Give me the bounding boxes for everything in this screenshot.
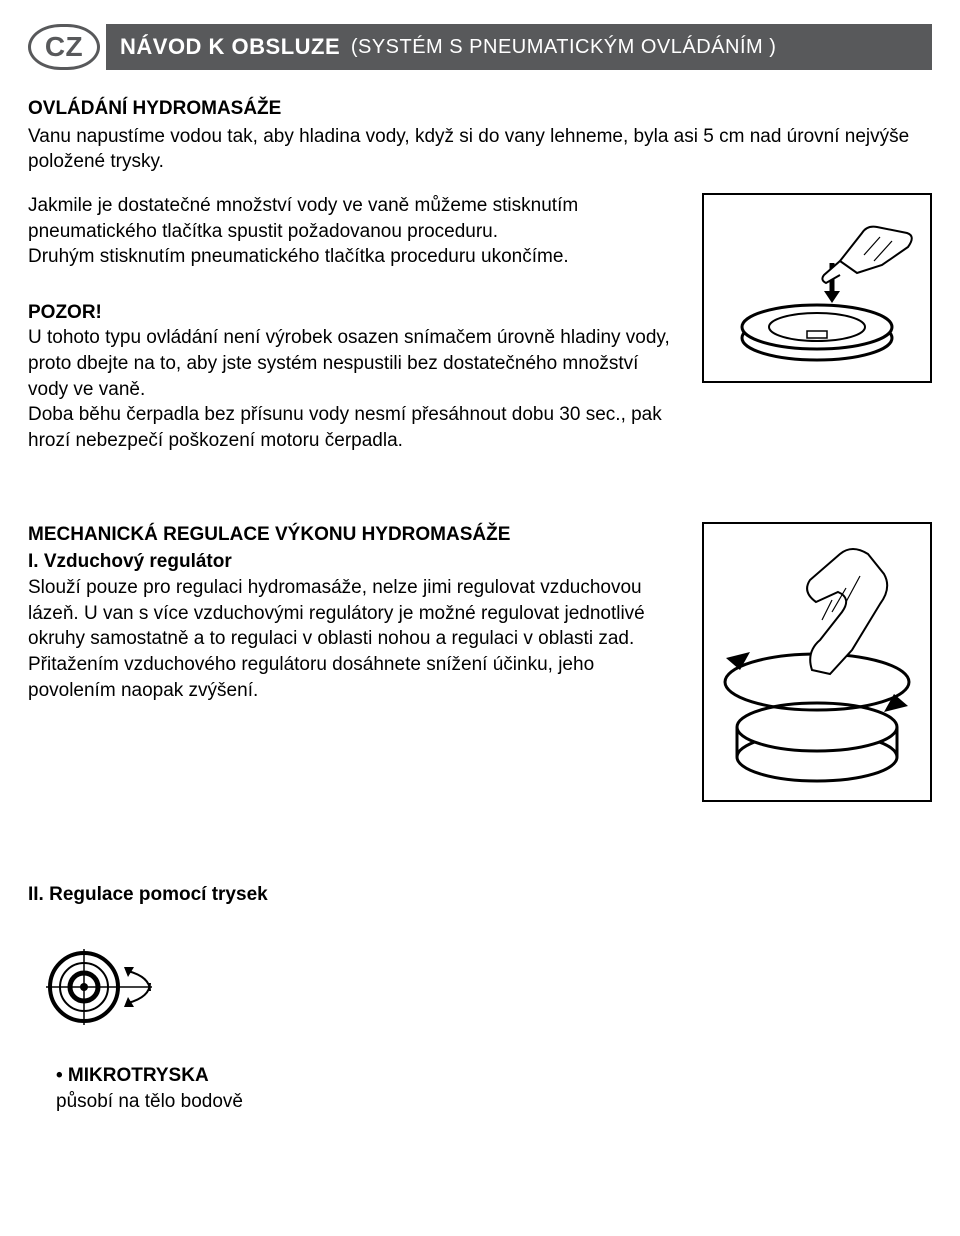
section-nozzles: II. Regulace pomocí trysek • MIKROTRYSKA… <box>28 882 932 1115</box>
figure-nozzle-icon <box>42 947 932 1027</box>
figure-press-button <box>702 193 932 383</box>
title-main: NÁVOD K OBSLUZE <box>120 32 340 62</box>
nozzles-heading: II. Regulace pomocí trysek <box>28 882 932 908</box>
lang-badge: CZ <box>28 24 100 70</box>
nozzle-item-1-label: • MIKROTRYSKA <box>56 1065 209 1086</box>
figure-turn-regulator <box>702 522 932 802</box>
mech-sub1-p2: Přitažením vzduchového regulátoru dosáhn… <box>28 652 682 703</box>
section-mechanical: MECHANICKÁ REGULACE VÝKONU HYDROMASÁŽE I… <box>28 522 932 802</box>
mech-heading: MECHANICKÁ REGULACE VÝKONU HYDROMASÁŽE <box>28 522 682 548</box>
mech-sub1-title: I. Vzduchový regulátor <box>28 549 682 575</box>
section-heading: OVLÁDÁNÍ HYDROMASÁŽE <box>28 96 932 122</box>
title-sub: (SYSTÉM S PNEUMATICKÝM OVLÁDÁNÍM ) <box>351 34 777 61</box>
nozzle-item-1: • MIKROTRYSKA <box>56 1063 932 1089</box>
section1-p3: Druhým stisknutím pneumatického tlačítka… <box>28 244 682 270</box>
section-control: OVLÁDÁNÍ HYDROMASÁŽE Vanu napustíme vodo… <box>28 96 932 454</box>
header-row: CZ NÁVOD K OBSLUZE (SYSTÉM S PNEUMATICKÝ… <box>28 24 932 70</box>
mech-sub1-p1: Slouží pouze pro regulaci hydromasáže, n… <box>28 575 682 652</box>
pozor-p1: U tohoto typu ovládání není výrobek osaz… <box>28 327 670 399</box>
nozzle-item-1-desc: působí na tělo bodově <box>56 1089 932 1115</box>
pozor-p2: Doba běhu čerpadla bez přísunu vody nesm… <box>28 402 682 453</box>
title-bar: NÁVOD K OBSLUZE (SYSTÉM S PNEUMATICKÝM O… <box>106 24 932 70</box>
pozor-label: POZOR! <box>28 300 682 326</box>
section1-p2: Jakmile je dostatečné množství vody ve v… <box>28 193 682 244</box>
section1-p1: Vanu napustíme vodou tak, aby hladina vo… <box>28 124 932 175</box>
